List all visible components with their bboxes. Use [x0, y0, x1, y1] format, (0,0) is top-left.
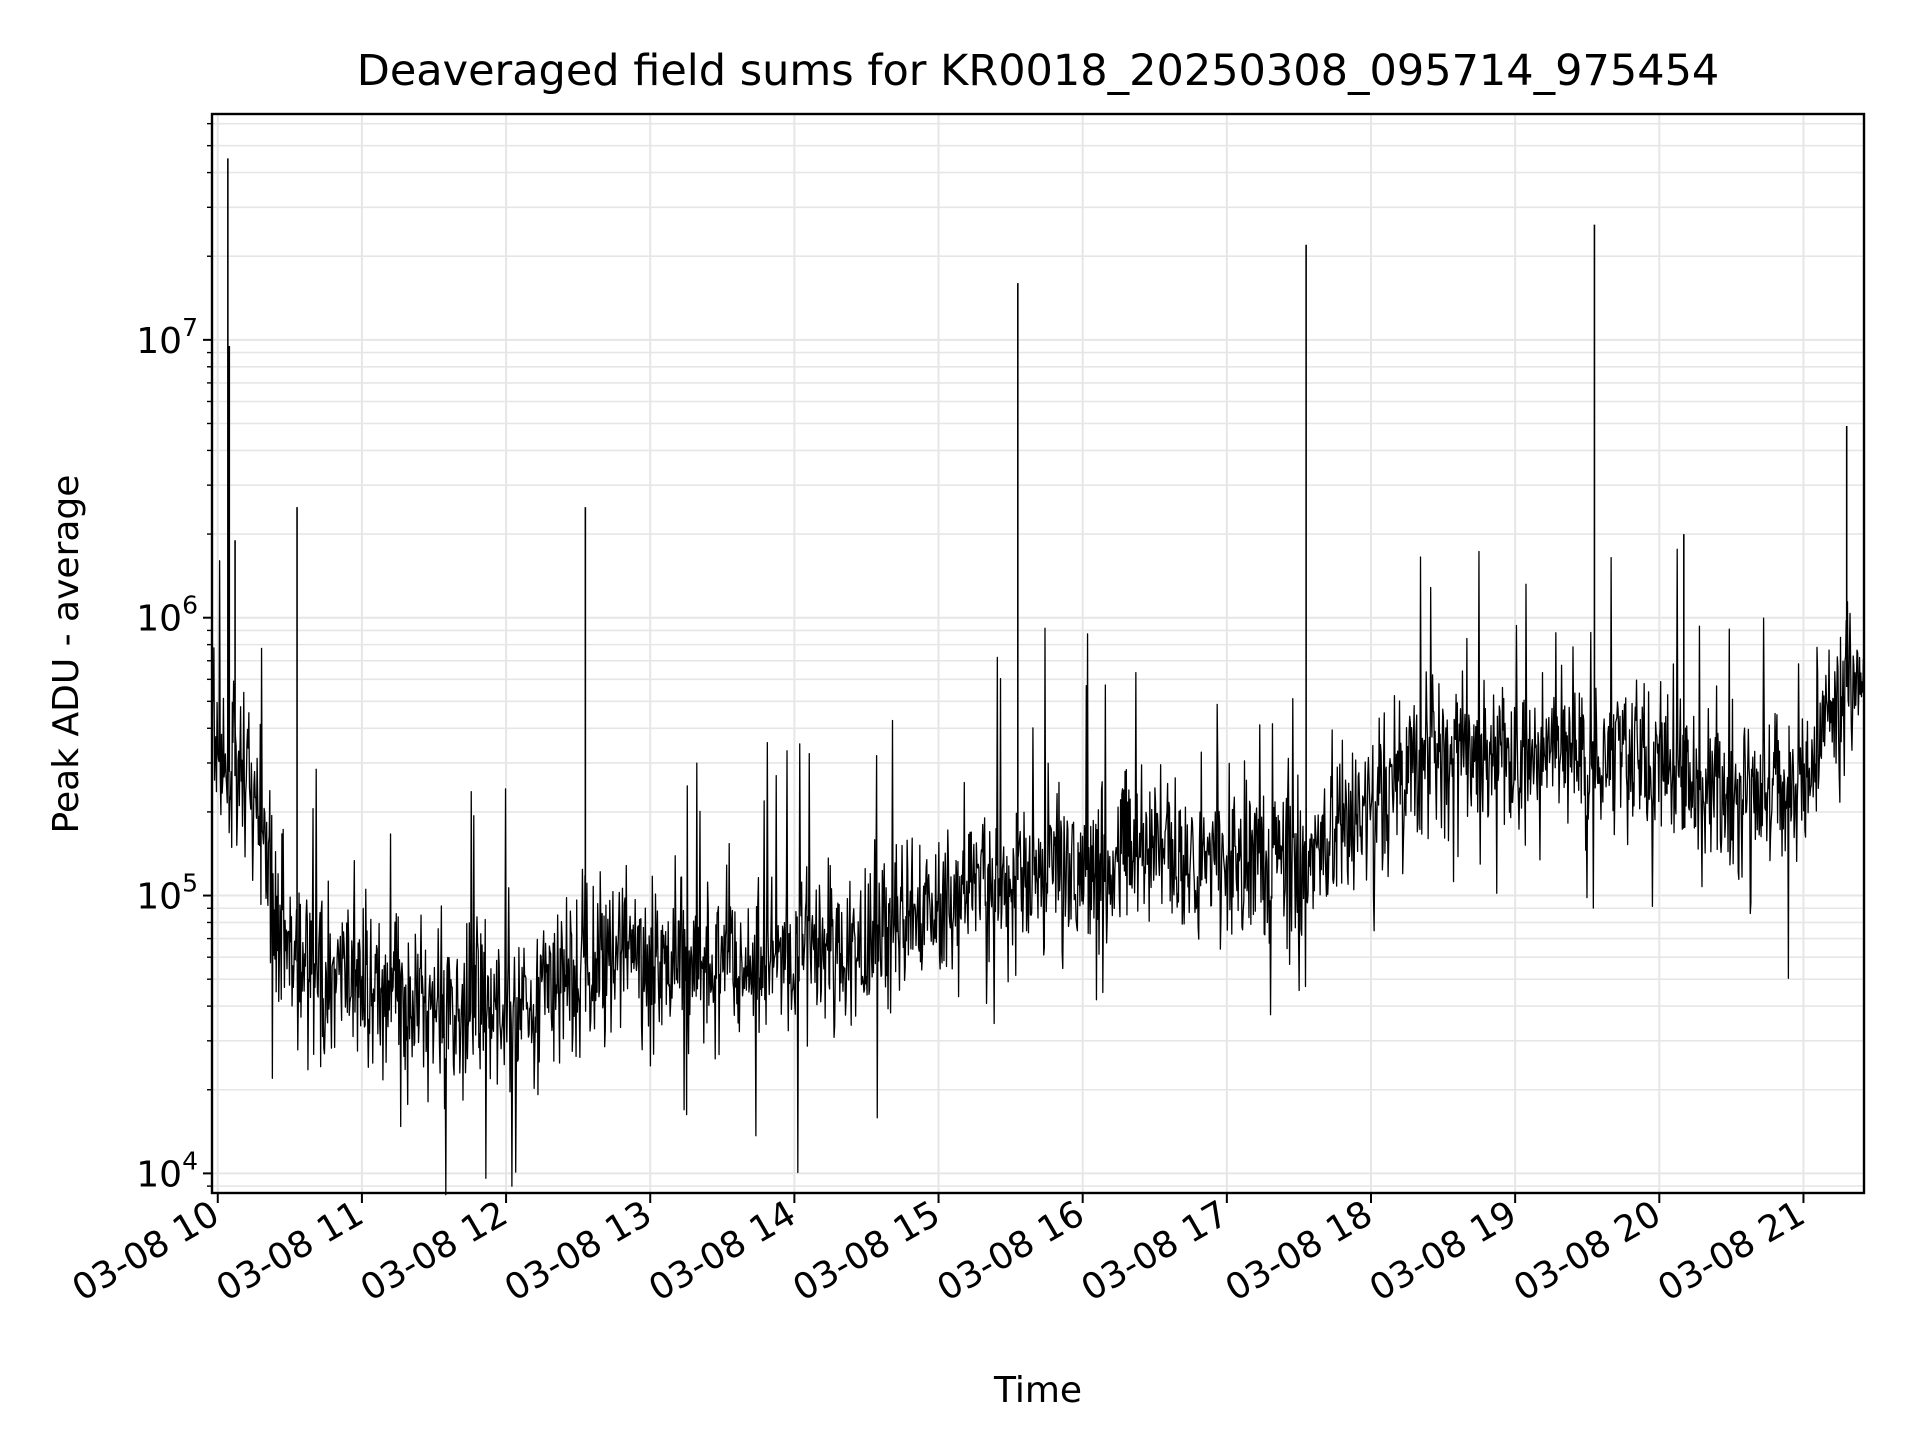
x-axis-label: Time	[993, 1370, 1082, 1411]
y-tick-exponent: 6	[182, 591, 198, 620]
y-tick-base: 10	[136, 1154, 182, 1195]
y-tick-label: 107	[136, 313, 198, 362]
y-axis-label: Peak ADU - average	[46, 475, 87, 834]
y-tick-base: 10	[136, 877, 182, 918]
y-tick-exponent: 5	[182, 869, 198, 898]
y-tick-label: 105	[136, 869, 198, 918]
series-line	[211, 548, 1865, 1196]
axes-frame	[210, 112, 1866, 1195]
y-tick-base: 10	[136, 599, 182, 640]
y-tick-exponent: 4	[182, 1146, 198, 1175]
y-tick-label: 104	[136, 1146, 198, 1195]
chart-title: Deaveraged field sums for KR0018_2025030…	[357, 46, 1720, 96]
plot-area	[211, 158, 1865, 1196]
y-tick-label: 106	[136, 591, 198, 640]
y-tick-exponent: 7	[182, 313, 198, 342]
y-tick-base: 10	[136, 321, 182, 362]
